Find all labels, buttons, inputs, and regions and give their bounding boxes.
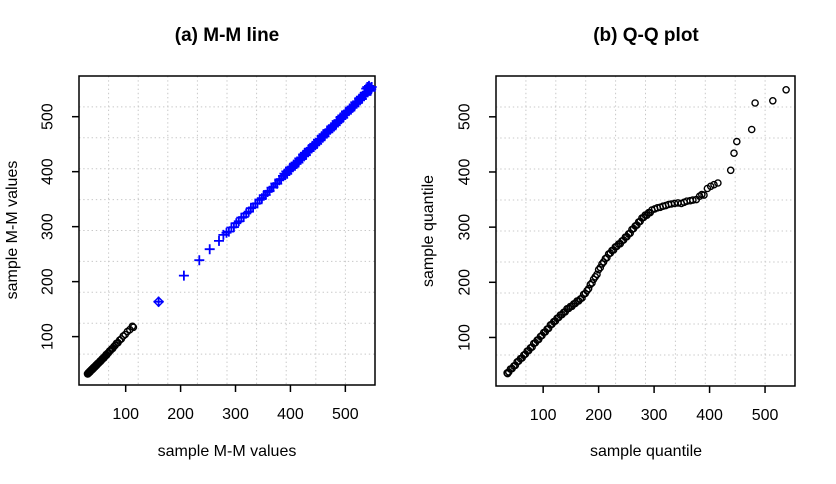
x-tick-label: 200 bbox=[585, 407, 612, 424]
qq-circles-point bbox=[751, 99, 759, 107]
plot-box-b bbox=[495, 75, 796, 387]
mm-lower-tail-circles-point bbox=[128, 322, 137, 331]
qq-circles-point bbox=[730, 149, 738, 157]
y-tick-label: 500 bbox=[40, 103, 57, 130]
x-tick-label: 500 bbox=[332, 406, 359, 423]
qq-circles-point bbox=[733, 137, 741, 146]
qq-circles-point bbox=[747, 125, 756, 134]
qq-circles-point bbox=[714, 179, 722, 187]
qq-circles-point bbox=[593, 270, 601, 279]
x-tick-label: 300 bbox=[641, 407, 668, 424]
qq-circles-point bbox=[598, 260, 606, 268]
qq-circles-point bbox=[588, 279, 596, 287]
qq-circles-point bbox=[583, 286, 591, 295]
y-tick-label: 100 bbox=[457, 324, 474, 351]
y-tick-label: 100 bbox=[40, 323, 57, 350]
qq-circles-point bbox=[700, 191, 708, 199]
panel-b-title: (b) Q-Q plot bbox=[593, 25, 699, 46]
panel-b-ylabel: sample quantile bbox=[420, 174, 437, 288]
panel-a-xlabel: sample M-M values bbox=[157, 443, 297, 460]
qq-circles-point bbox=[782, 86, 790, 94]
qq-circles-point bbox=[726, 166, 735, 175]
x-tick-label: 200 bbox=[167, 406, 194, 423]
x-tick-label: 500 bbox=[752, 407, 779, 424]
y-tick-label: 400 bbox=[40, 158, 57, 185]
qq-circles-point bbox=[710, 180, 718, 189]
y-tick-label: 500 bbox=[457, 103, 474, 130]
qq-circles-point bbox=[769, 97, 777, 105]
mm-lower-tail-circles-point bbox=[119, 332, 127, 340]
y-tick-label: 200 bbox=[457, 269, 474, 296]
y-tick-label: 300 bbox=[40, 213, 57, 240]
panel-a-title: (a) M-M line bbox=[174, 25, 280, 46]
qq-circles-point bbox=[689, 196, 697, 204]
y-tick-label: 200 bbox=[40, 268, 57, 295]
mm-transition-diamond-point bbox=[153, 296, 165, 308]
plot-box-a bbox=[78, 75, 376, 386]
x-tick-label: 400 bbox=[277, 406, 304, 423]
x-tick-label: 300 bbox=[222, 406, 249, 423]
qq-circles-point bbox=[586, 280, 595, 289]
panel-a-ylabel: sample M-M values bbox=[4, 160, 21, 300]
qq-circles-point bbox=[584, 284, 593, 293]
x-tick-label: 100 bbox=[530, 407, 557, 424]
y-tick-label: 400 bbox=[457, 159, 474, 186]
qq-circles-point bbox=[596, 263, 605, 272]
mm-blue-plus bbox=[153, 80, 377, 307]
y-tick-label: 300 bbox=[457, 214, 474, 241]
x-tick-label: 100 bbox=[112, 406, 139, 423]
x-tick-label: 400 bbox=[696, 407, 723, 424]
panel-b-xlabel: sample quantile bbox=[589, 443, 703, 460]
mm-lower-tail-circles-point bbox=[129, 323, 138, 332]
